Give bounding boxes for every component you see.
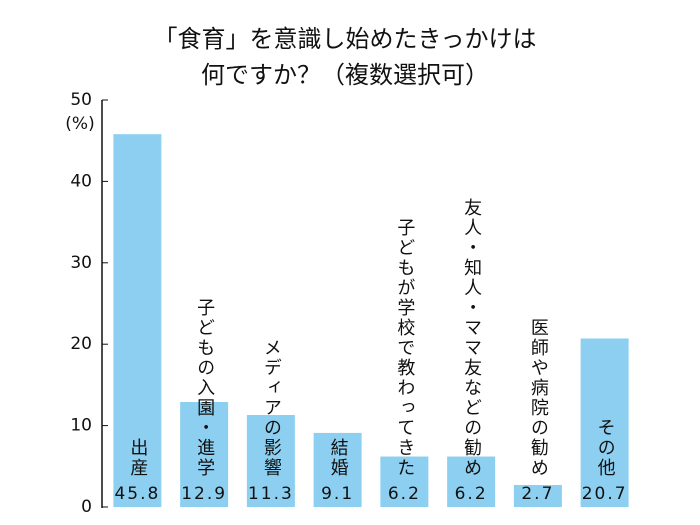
value-label: 12.9 [181, 484, 227, 504]
bar [380, 456, 429, 507]
value-label: 6.2 [388, 484, 421, 504]
category-label: 子どもが学校で教わってきた [394, 218, 415, 478]
value-label: 2.7 [521, 484, 554, 504]
y-tick-label: 50 [70, 90, 92, 110]
bar [513, 485, 562, 507]
y-tick-label: 10 [70, 416, 92, 436]
value-label: 6.2 [455, 484, 488, 504]
y-tick-label: 20 [70, 334, 92, 354]
category-label: その他 [595, 418, 616, 478]
category-label: メディアの影響 [261, 338, 282, 478]
y-tick-label: 30 [70, 253, 92, 273]
value-label: 9.1 [321, 484, 354, 504]
bar [447, 456, 496, 507]
category-label: 友人・知人・ママ友などの勧め [461, 198, 482, 478]
bar [113, 134, 162, 508]
value-label: 45.8 [114, 484, 160, 504]
category-label: 結婚 [328, 438, 349, 478]
y-tick-label: 0 [81, 497, 92, 517]
bar [313, 432, 362, 507]
chart-title-line: 何ですか？（複数選択可） [201, 61, 489, 89]
bar [246, 415, 295, 507]
y-tick-label: 40 [70, 171, 92, 191]
chart-title-line: 「食育」を意識し始めたきっかけは [153, 25, 536, 53]
bar [180, 401, 229, 507]
category-label: 出産 [127, 438, 148, 478]
value-label: 20.7 [582, 484, 628, 504]
value-label: 11.3 [248, 484, 294, 504]
category-label: 子どもの入園・進学 [194, 298, 215, 478]
category-label: 医師や病院の勧め [528, 318, 549, 478]
y-unit: (%) [65, 114, 94, 134]
bar [580, 338, 629, 507]
